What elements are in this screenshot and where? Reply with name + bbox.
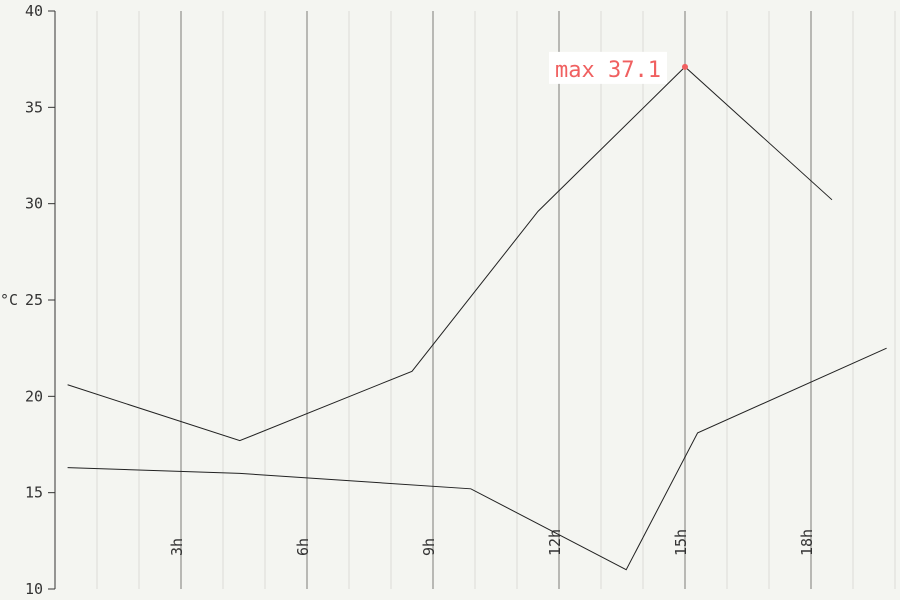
y-axis: 10 15 20 25 30 35 40 bbox=[25, 2, 55, 598]
y-tick-label: 30 bbox=[25, 195, 43, 213]
x-axis: 3h 6h 9h 12h 15h 18h bbox=[168, 529, 816, 556]
y-tick-label: 15 bbox=[25, 484, 43, 502]
annotation-background bbox=[549, 51, 667, 84]
series-line-1 bbox=[67, 66, 833, 442]
max-point-marker bbox=[682, 63, 688, 70]
x-tick-label: 3h bbox=[168, 538, 186, 556]
x-tick-label: 18h bbox=[798, 529, 816, 556]
max-annotation: max 37.1 bbox=[549, 51, 688, 84]
annotation-label: max 37.1 bbox=[555, 58, 661, 83]
y-tick-label: 10 bbox=[25, 580, 43, 598]
series-group bbox=[67, 66, 887, 571]
grid bbox=[96, 11, 896, 589]
y-tick-label: 35 bbox=[25, 98, 43, 116]
x-tick-label: 15h bbox=[672, 529, 690, 556]
x-tick-label: 6h bbox=[294, 538, 312, 556]
y-tick-label: 20 bbox=[25, 387, 43, 405]
y-axis-title: °C bbox=[0, 291, 18, 309]
x-tick-label: 9h bbox=[420, 538, 438, 556]
y-tick-label: 40 bbox=[25, 2, 43, 20]
series-line-2 bbox=[67, 347, 887, 571]
y-tick-label: 25 bbox=[25, 291, 43, 309]
x-tick-label: 12h bbox=[546, 529, 564, 556]
